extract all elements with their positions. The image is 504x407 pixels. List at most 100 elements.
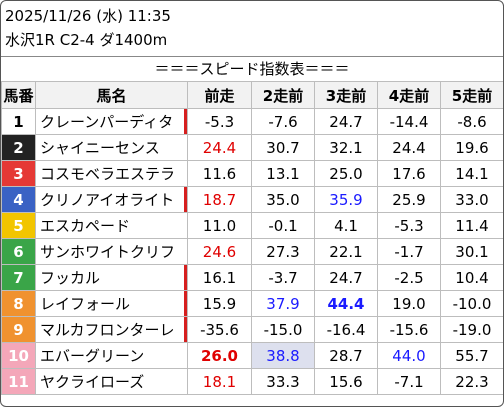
speed-index-cell-race-5: 55.7	[440, 342, 503, 369]
speed-index-cell-race-1: 11.6	[187, 160, 252, 187]
horse-name-cell: マルカフロンターレ	[35, 316, 188, 343]
horse-name-cell: サンホワイトクリフ	[35, 238, 188, 265]
speed-index-cell-race-2: -15.0	[251, 316, 315, 343]
speed-index-cell-race-5: -10.0	[440, 290, 503, 317]
speed-index-cell-race-2: 37.9	[251, 290, 315, 317]
speed-index-cell-race-3: 4.1	[314, 212, 378, 239]
speed-index-cell-race-2: 35.0	[251, 186, 315, 213]
horse-number-cell: 1	[1, 108, 36, 135]
speed-index-cell-race-3: 35.9	[314, 186, 378, 213]
table-row: 10 エバーグリーン 26.0 38.8 28.7 44.0 55.7	[1, 342, 503, 369]
horse-number-cell: 2	[1, 134, 36, 161]
speed-index-cell-race-5: 19.6	[440, 134, 503, 161]
speed-index-cell-race-2: 30.7	[251, 134, 315, 161]
speed-index-cell-race-1: 15.9	[187, 290, 252, 317]
table-row: 4 クリノアイオライト 18.7 35.0 35.9 25.9 33.0	[1, 186, 503, 213]
horse-number-cell: 10	[1, 342, 36, 369]
col-header-last-race: 前走	[187, 81, 252, 109]
speed-index-cell-race-4: 44.0	[377, 342, 441, 369]
speed-index-cell-race-2: 33.3	[251, 368, 315, 395]
col-header-number: 馬番	[1, 81, 36, 109]
speed-index-cell-race-5: 10.4	[440, 264, 503, 291]
col-header-4-races-ago: 4走前	[377, 81, 441, 109]
speed-index-cell-race-3: 24.7	[314, 264, 378, 291]
horse-name-cell: レイフォール	[35, 290, 188, 317]
speed-index-cell-race-1: 16.1	[187, 264, 252, 291]
horse-name-cell: ヤクライローズ	[35, 368, 188, 395]
horse-name-cell: コスモベラエステラ	[35, 160, 188, 187]
horse-number-cell: 7	[1, 264, 36, 291]
table-row: 6 サンホワイトクリフ 24.6 27.3 22.1 -1.7 30.1	[1, 238, 503, 265]
speed-index-cell-race-3: -16.4	[314, 316, 378, 343]
speed-index-cell-race-1: -5.3	[187, 108, 252, 135]
speed-index-cell-race-1: 26.0	[187, 342, 252, 369]
table-row: 3 コスモベラエステラ 11.6 13.1 25.0 17.6 14.1	[1, 160, 503, 187]
table-row: 9 マルカフロンターレ -35.6 -15.0 -16.4 -15.6 -19.0	[1, 316, 503, 343]
speed-index-cell-race-3: 24.7	[314, 108, 378, 135]
speed-index-cell-race-5: 33.0	[440, 186, 503, 213]
speed-index-cell-race-2: 27.3	[251, 238, 315, 265]
horse-number-cell: 9	[1, 316, 36, 343]
race-info: 水沢1R C2-4 ダ1400m	[5, 31, 168, 49]
speed-index-cell-race-2: 38.8	[251, 342, 315, 369]
horse-number-cell: 6	[1, 238, 36, 265]
col-header-5-races-ago: 5走前	[440, 81, 503, 109]
speed-index-cell-race-4: -5.3	[377, 212, 441, 239]
horse-number-cell: 8	[1, 290, 36, 317]
speed-index-cell-race-5: 11.4	[440, 212, 503, 239]
speed-index-cell-race-4: -7.1	[377, 368, 441, 395]
table-row: 7 フッカル 16.1 -3.7 24.7 -2.5 10.4	[1, 264, 503, 291]
horse-name-cell: フッカル	[35, 264, 188, 291]
speed-index-cell-race-3: 15.6	[314, 368, 378, 395]
table-row: 5 エスカペード 11.0 -0.1 4.1 -5.3 11.4	[1, 212, 503, 239]
speed-index-cell-race-2: -3.7	[251, 264, 315, 291]
horse-name-cell: クリノアイオライト	[35, 186, 188, 213]
speed-index-cell-race-1: 11.0	[187, 212, 252, 239]
horse-name-cell: エバーグリーン	[35, 342, 188, 369]
speed-index-cell-race-2: -0.1	[251, 212, 315, 239]
table-row: 11 ヤクライローズ 18.1 33.3 15.6 -7.1 22.3	[1, 368, 503, 395]
table-row: 8 レイフォール 15.9 37.9 44.4 19.0 -10.0	[1, 290, 503, 317]
speed-index-cell-race-1: 24.4	[187, 134, 252, 161]
speed-index-cell-race-1: 18.7	[187, 186, 252, 213]
table-row: 1 クレーンパーディタ -5.3 -7.6 24.7 -14.4 -8.6	[1, 108, 503, 135]
col-header-horse-name: 馬名	[35, 81, 188, 109]
col-header-3-races-ago: 3走前	[314, 81, 378, 109]
speed-index-cell-race-4: -15.6	[377, 316, 441, 343]
speed-index-cell-race-4: 25.9	[377, 186, 441, 213]
speed-index-table: 馬番 馬名 前走 2走前 3走前 4走前 5走前 1 クレーンパーディタ -5.3-…	[1, 81, 503, 395]
table-header-row: 馬番 馬名 前走 2走前 3走前 4走前 5走前	[1, 81, 503, 109]
speed-index-cell-race-1: 18.1	[187, 368, 252, 395]
speed-index-cell-race-2: -7.6	[251, 108, 315, 135]
horse-number-cell: 5	[1, 212, 36, 239]
horse-name-cell: シャイニーセンス	[35, 134, 188, 161]
speed-index-cell-race-2: 13.1	[251, 160, 315, 187]
table-row: 2 シャイニーセンス 24.4 30.7 32.1 24.4 19.6	[1, 134, 503, 161]
col-header-2-races-ago: 2走前	[251, 81, 315, 109]
table-title: ＝＝＝スピード指数表＝＝＝	[1, 56, 503, 82]
speed-index-cell-race-3: 32.1	[314, 134, 378, 161]
horse-number-cell: 4	[1, 186, 36, 213]
horse-name-cell: エスカペード	[35, 212, 188, 239]
speed-index-cell-race-5: -8.6	[440, 108, 503, 135]
horse-number-cell: 11	[1, 368, 36, 395]
speed-index-cell-race-3: 28.7	[314, 342, 378, 369]
speed-index-cell-race-4: 17.6	[377, 160, 441, 187]
horse-name-cell: クレーンパーディタ	[35, 108, 188, 135]
speed-index-cell-race-1: -35.6	[187, 316, 252, 343]
table-body: 1 クレーンパーディタ -5.3 -7.6 24.7 -14.4 -8.6 2 シャイニーセンス…	[1, 108, 503, 395]
speed-index-cell-race-3: 22.1	[314, 238, 378, 265]
speed-index-cell-race-3: 44.4	[314, 290, 378, 317]
speed-index-cell-race-4: 24.4	[377, 134, 441, 161]
speed-index-cell-race-5: 30.1	[440, 238, 503, 265]
race-datetime: 2025/11/26 (水) 11:35	[5, 7, 171, 25]
speed-index-cell-race-5: -19.0	[440, 316, 503, 343]
speed-index-cell-race-5: 14.1	[440, 160, 503, 187]
speed-index-cell-race-5: 22.3	[440, 368, 503, 395]
speed-index-cell-race-4: 19.0	[377, 290, 441, 317]
speed-index-cell-race-4: -1.7	[377, 238, 441, 265]
speed-index-cell-race-4: -14.4	[377, 108, 441, 135]
speed-index-cell-race-4: -2.5	[377, 264, 441, 291]
speed-index-cell-race-1: 24.6	[187, 238, 252, 265]
